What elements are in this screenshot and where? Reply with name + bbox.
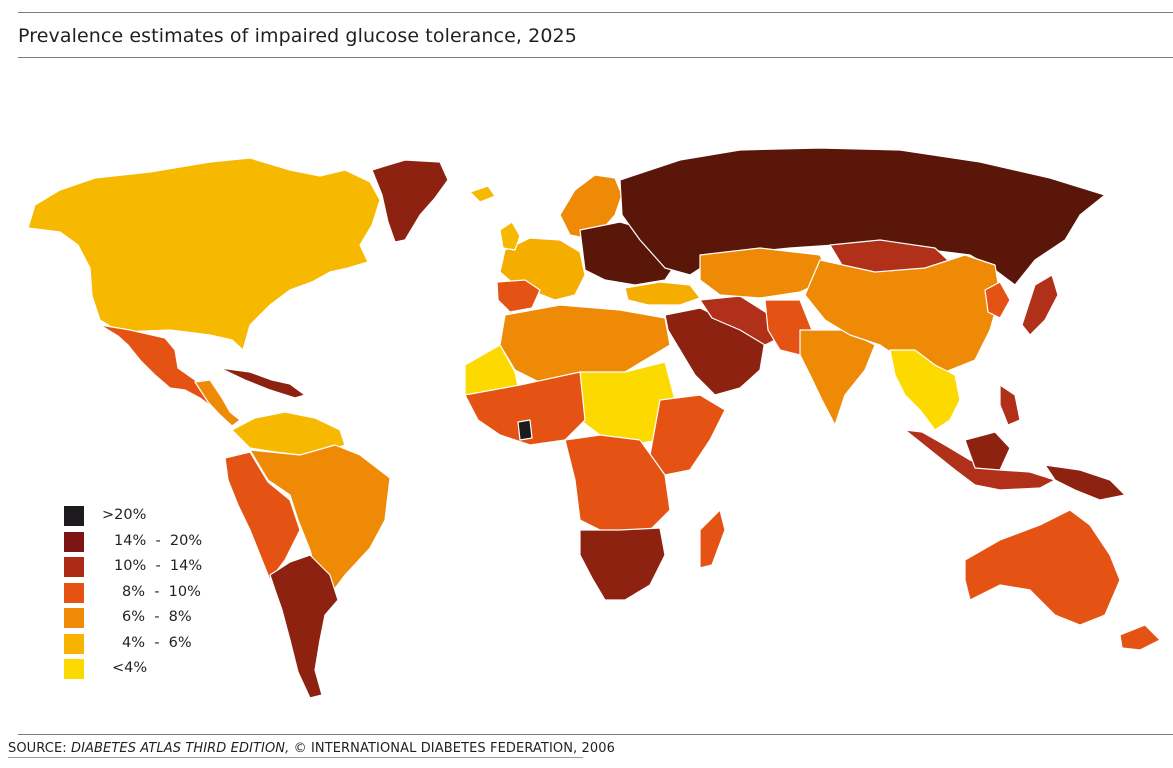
region-mainland-se-asia bbox=[889, 349, 961, 431]
legend-label: 14% - 20% bbox=[114, 532, 203, 549]
region-iberia bbox=[496, 279, 541, 313]
legend-label: 4% - 6% bbox=[122, 634, 192, 651]
region-north-america bbox=[27, 157, 381, 351]
region-caribbean bbox=[219, 367, 306, 399]
region-ghana bbox=[517, 419, 533, 441]
title-rule bbox=[18, 57, 1173, 58]
source-copyright: © INTERNATIONAL DIABETES FEDERATION, 200… bbox=[289, 741, 615, 756]
region-southern-africa bbox=[579, 527, 666, 601]
legend-label: >20% bbox=[102, 507, 147, 523]
region-greenland bbox=[371, 159, 449, 243]
region-mexico bbox=[99, 324, 223, 411]
region-madagascar bbox=[699, 509, 726, 569]
region-south-america-north bbox=[231, 411, 346, 456]
region-iran bbox=[699, 295, 776, 346]
legend-swatch bbox=[64, 557, 84, 577]
legend-label: 8% - 10% bbox=[122, 583, 201, 600]
region-china bbox=[804, 254, 1001, 373]
region-scandinavia bbox=[559, 174, 623, 239]
region-borneo bbox=[964, 431, 1011, 471]
region-central-africa bbox=[564, 434, 671, 536]
region-png bbox=[1044, 464, 1126, 501]
region-southern-cone bbox=[269, 554, 339, 699]
region-india bbox=[799, 329, 876, 426]
bottom-rule bbox=[18, 734, 1173, 735]
region-australia bbox=[964, 509, 1121, 626]
map-title: Prevalence estimates of impaired glucose… bbox=[18, 25, 577, 47]
region-philippines bbox=[999, 384, 1021, 426]
top-rule bbox=[18, 12, 1173, 13]
legend-label: 10% - 14% bbox=[114, 558, 203, 574]
legend-swatch bbox=[64, 659, 84, 679]
source-publication: DIABETES ATLAS THIRD EDITION, bbox=[71, 741, 290, 756]
legend-swatch bbox=[64, 608, 84, 628]
legend-swatch bbox=[64, 506, 84, 526]
region-new-zealand bbox=[1119, 624, 1161, 651]
legend-swatch bbox=[64, 531, 84, 552]
region-korea-japan bbox=[984, 281, 1011, 319]
region-central-asia bbox=[699, 247, 831, 299]
legend-swatch bbox=[64, 582, 84, 603]
region-japan bbox=[1021, 274, 1059, 336]
legend-swatch bbox=[64, 633, 84, 654]
legend-label: 6% - 8% bbox=[122, 609, 192, 625]
region-east-africa bbox=[649, 394, 726, 476]
source-note: SOURCE: DIABETES ATLAS THIRD EDITION, © … bbox=[8, 741, 615, 756]
region-brazil bbox=[249, 444, 391, 596]
legend-label: <4% bbox=[112, 660, 148, 676]
region-central-america bbox=[194, 379, 241, 427]
world-map bbox=[27, 147, 1161, 699]
source-prefix: SOURCE: bbox=[8, 741, 71, 756]
region-iceland bbox=[469, 185, 496, 203]
source-rule bbox=[8, 757, 583, 758]
region-uk bbox=[499, 221, 521, 251]
region-turkey bbox=[624, 281, 701, 306]
